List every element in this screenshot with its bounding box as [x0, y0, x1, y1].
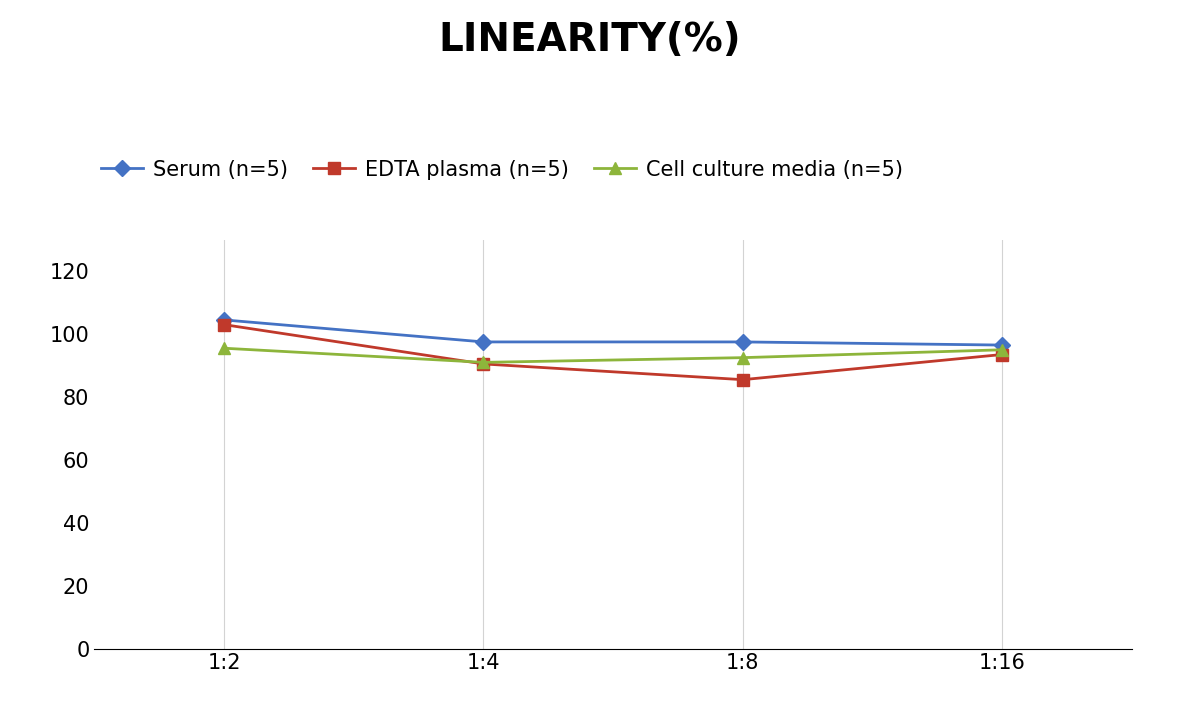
Serum (n=5): [217, 316, 231, 324]
EDTA plasma (n=5): [217, 320, 231, 329]
Line: Cell culture media (n=5): Cell culture media (n=5): [218, 342, 1008, 369]
Cell culture media (n=5): [217, 344, 231, 352]
Text: LINEARITY(%): LINEARITY(%): [439, 21, 740, 59]
Line: EDTA plasma (n=5): EDTA plasma (n=5): [218, 319, 1008, 385]
EDTA plasma (n=5): [476, 360, 490, 368]
Cell culture media (n=5): [476, 358, 490, 367]
Serum (n=5): [476, 338, 490, 346]
Serum (n=5): [995, 341, 1009, 349]
Cell culture media (n=5): [995, 345, 1009, 354]
Legend: Serum (n=5), EDTA plasma (n=5), Cell culture media (n=5): Serum (n=5), EDTA plasma (n=5), Cell cul…: [93, 152, 911, 188]
Cell culture media (n=5): [736, 353, 750, 362]
EDTA plasma (n=5): [736, 376, 750, 384]
EDTA plasma (n=5): [995, 350, 1009, 359]
Line: Serum (n=5): Serum (n=5): [218, 314, 1008, 350]
Serum (n=5): [736, 338, 750, 346]
